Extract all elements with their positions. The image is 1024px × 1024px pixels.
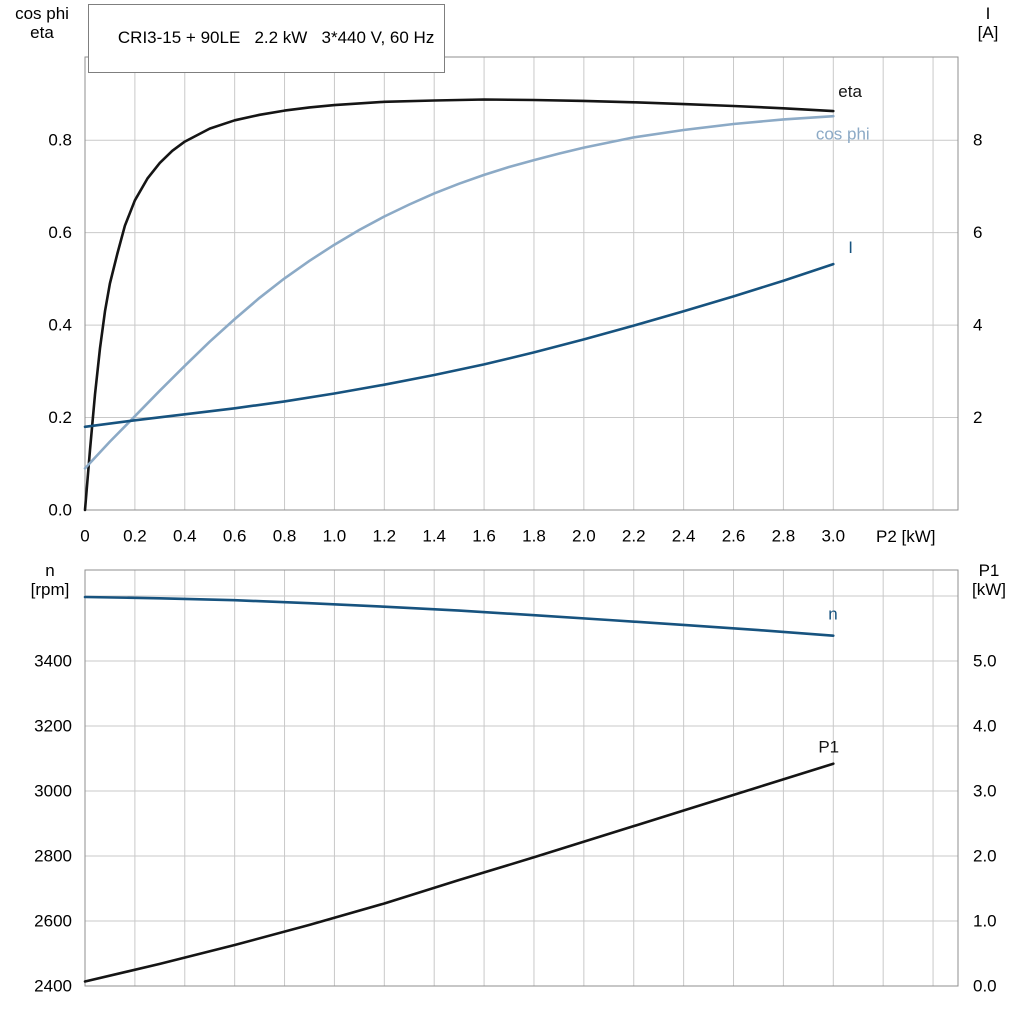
current-axis-label: I: [985, 4, 991, 23]
y-left-tick-label: 3000: [34, 782, 72, 801]
eta-curve: [83, 98, 835, 512]
y-right-tick-label: 4.0: [973, 717, 997, 736]
x-tick-label: 2.8: [772, 527, 796, 546]
y-left-tick-label: 3400: [34, 652, 72, 671]
x-tick-label: 2.2: [622, 527, 646, 546]
x-tick-label: 0.2: [123, 527, 147, 546]
input-power-P1-curve-label: P1: [818, 737, 839, 756]
x-tick-label: 0: [80, 527, 89, 546]
current-I-curve-label: I: [848, 238, 853, 257]
input-power-P1-curve: [83, 762, 835, 983]
current-I-curve: [83, 262, 835, 429]
y-right-tick-label: 3.0: [973, 782, 997, 801]
eta-curve-label: eta: [838, 82, 862, 101]
speed-n-curve-label: n: [828, 604, 837, 623]
x-tick-label: 1.4: [422, 527, 446, 546]
eta-axis-label: eta: [30, 23, 54, 42]
top-right-axis-title: I [A]: [956, 4, 1020, 42]
x-tick-label: 1.2: [372, 527, 396, 546]
bottom-left-axis-title: n [rpm]: [8, 561, 92, 599]
y-right-tick-label: 4: [973, 316, 982, 335]
y-right-tick-label: 2: [973, 408, 982, 427]
ampere-unit-label: [A]: [977, 23, 999, 42]
chart-title-box: CRI3-15 + 90LE 2.2 kW 3*440 V, 60 Hz: [88, 4, 446, 73]
y-right-tick-label: 1.0: [973, 912, 997, 931]
p1-axis-label: P1: [978, 561, 1000, 580]
x-tick-label: 2.6: [722, 527, 746, 546]
cos-phi-curve: [83, 114, 835, 470]
x-tick-label: 1.6: [472, 527, 496, 546]
bottom-right-axis-title: P1 [kW]: [956, 561, 1022, 599]
y-left-tick-label: 2400: [34, 977, 72, 996]
x-tick-label: 0.4: [173, 527, 197, 546]
x-tick-label: 1.0: [323, 527, 347, 546]
kw-unit-label: [kW]: [972, 580, 1006, 599]
cos-phi-curve-label: cos phi: [816, 125, 870, 144]
cos-phi-axis-label: cos phi: [15, 4, 69, 23]
x-tick-label: 0.8: [273, 527, 297, 546]
y-right-tick-label: 6: [973, 223, 982, 242]
y-right-tick-label: 2.0: [973, 847, 997, 866]
x-tick-label: 1.8: [522, 527, 546, 546]
y-left-tick-label: 0.0: [48, 501, 72, 520]
speed-axis-label: n: [45, 561, 55, 580]
y-right-tick-label: 8: [973, 131, 982, 150]
y-left-tick-label: 0.8: [48, 131, 72, 150]
y-left-tick-label: 2800: [34, 847, 72, 866]
x-tick-label: 0.6: [223, 527, 247, 546]
chart-title: CRI3-15 + 90LE 2.2 kW 3*440 V, 60 Hz: [117, 28, 435, 47]
y-left-tick-label: 3200: [34, 717, 72, 736]
x-tick-label: 2.4: [672, 527, 696, 546]
y-left-tick-label: 2600: [34, 912, 72, 931]
y-left-tick-label: 0.2: [48, 408, 72, 427]
top-left-axis-title: cos phi eta: [0, 4, 84, 42]
speed-n-curve: [83, 595, 835, 638]
y-right-tick-label: 0.0: [973, 977, 997, 996]
rpm-unit-label: [rpm]: [30, 580, 70, 599]
x-tick-label: 2.0: [572, 527, 596, 546]
y-right-tick-label: 5.0: [973, 652, 997, 671]
x-tick-label: 3.0: [821, 527, 845, 546]
x-axis-title: P2 [kW]: [876, 527, 936, 546]
plot-border: [84, 56, 959, 511]
y-left-tick-label: 0.6: [48, 223, 72, 242]
plot-border: [84, 569, 959, 987]
y-left-tick-label: 0.4: [48, 316, 72, 335]
